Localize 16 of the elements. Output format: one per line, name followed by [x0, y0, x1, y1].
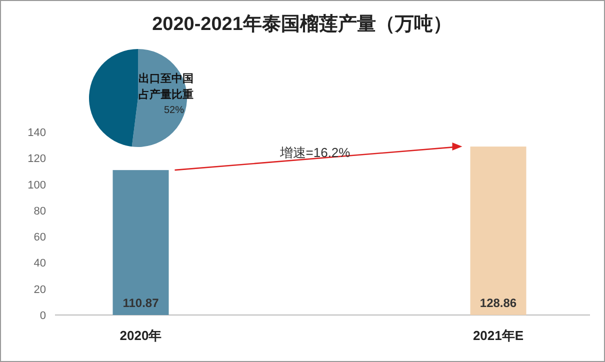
y-tick-label: 120 — [28, 153, 46, 166]
y-tick-label: 100 — [28, 179, 46, 192]
y-tick-label: 40 — [34, 258, 46, 270]
pie-slice — [89, 49, 138, 147]
x-tick-label: 2020年 — [120, 328, 162, 343]
chart-title: 2020-2021年泰国榴莲产量（万吨） — [152, 13, 452, 35]
y-tick-label: 80 — [34, 205, 46, 218]
data-label: 52% — [164, 105, 184, 116]
data-label: 128.86 — [480, 296, 517, 310]
y-tick-label: 0 — [40, 310, 46, 322]
x-tick-label: 2021年E — [472, 328, 524, 343]
y-tick-label: 140 — [28, 127, 46, 139]
y-tick-label: 20 — [34, 284, 46, 296]
data-label: 110.87 — [122, 296, 160, 310]
annotation: 增速=16.2% — [278, 145, 351, 160]
y-tick-label: 60 — [34, 232, 46, 244]
